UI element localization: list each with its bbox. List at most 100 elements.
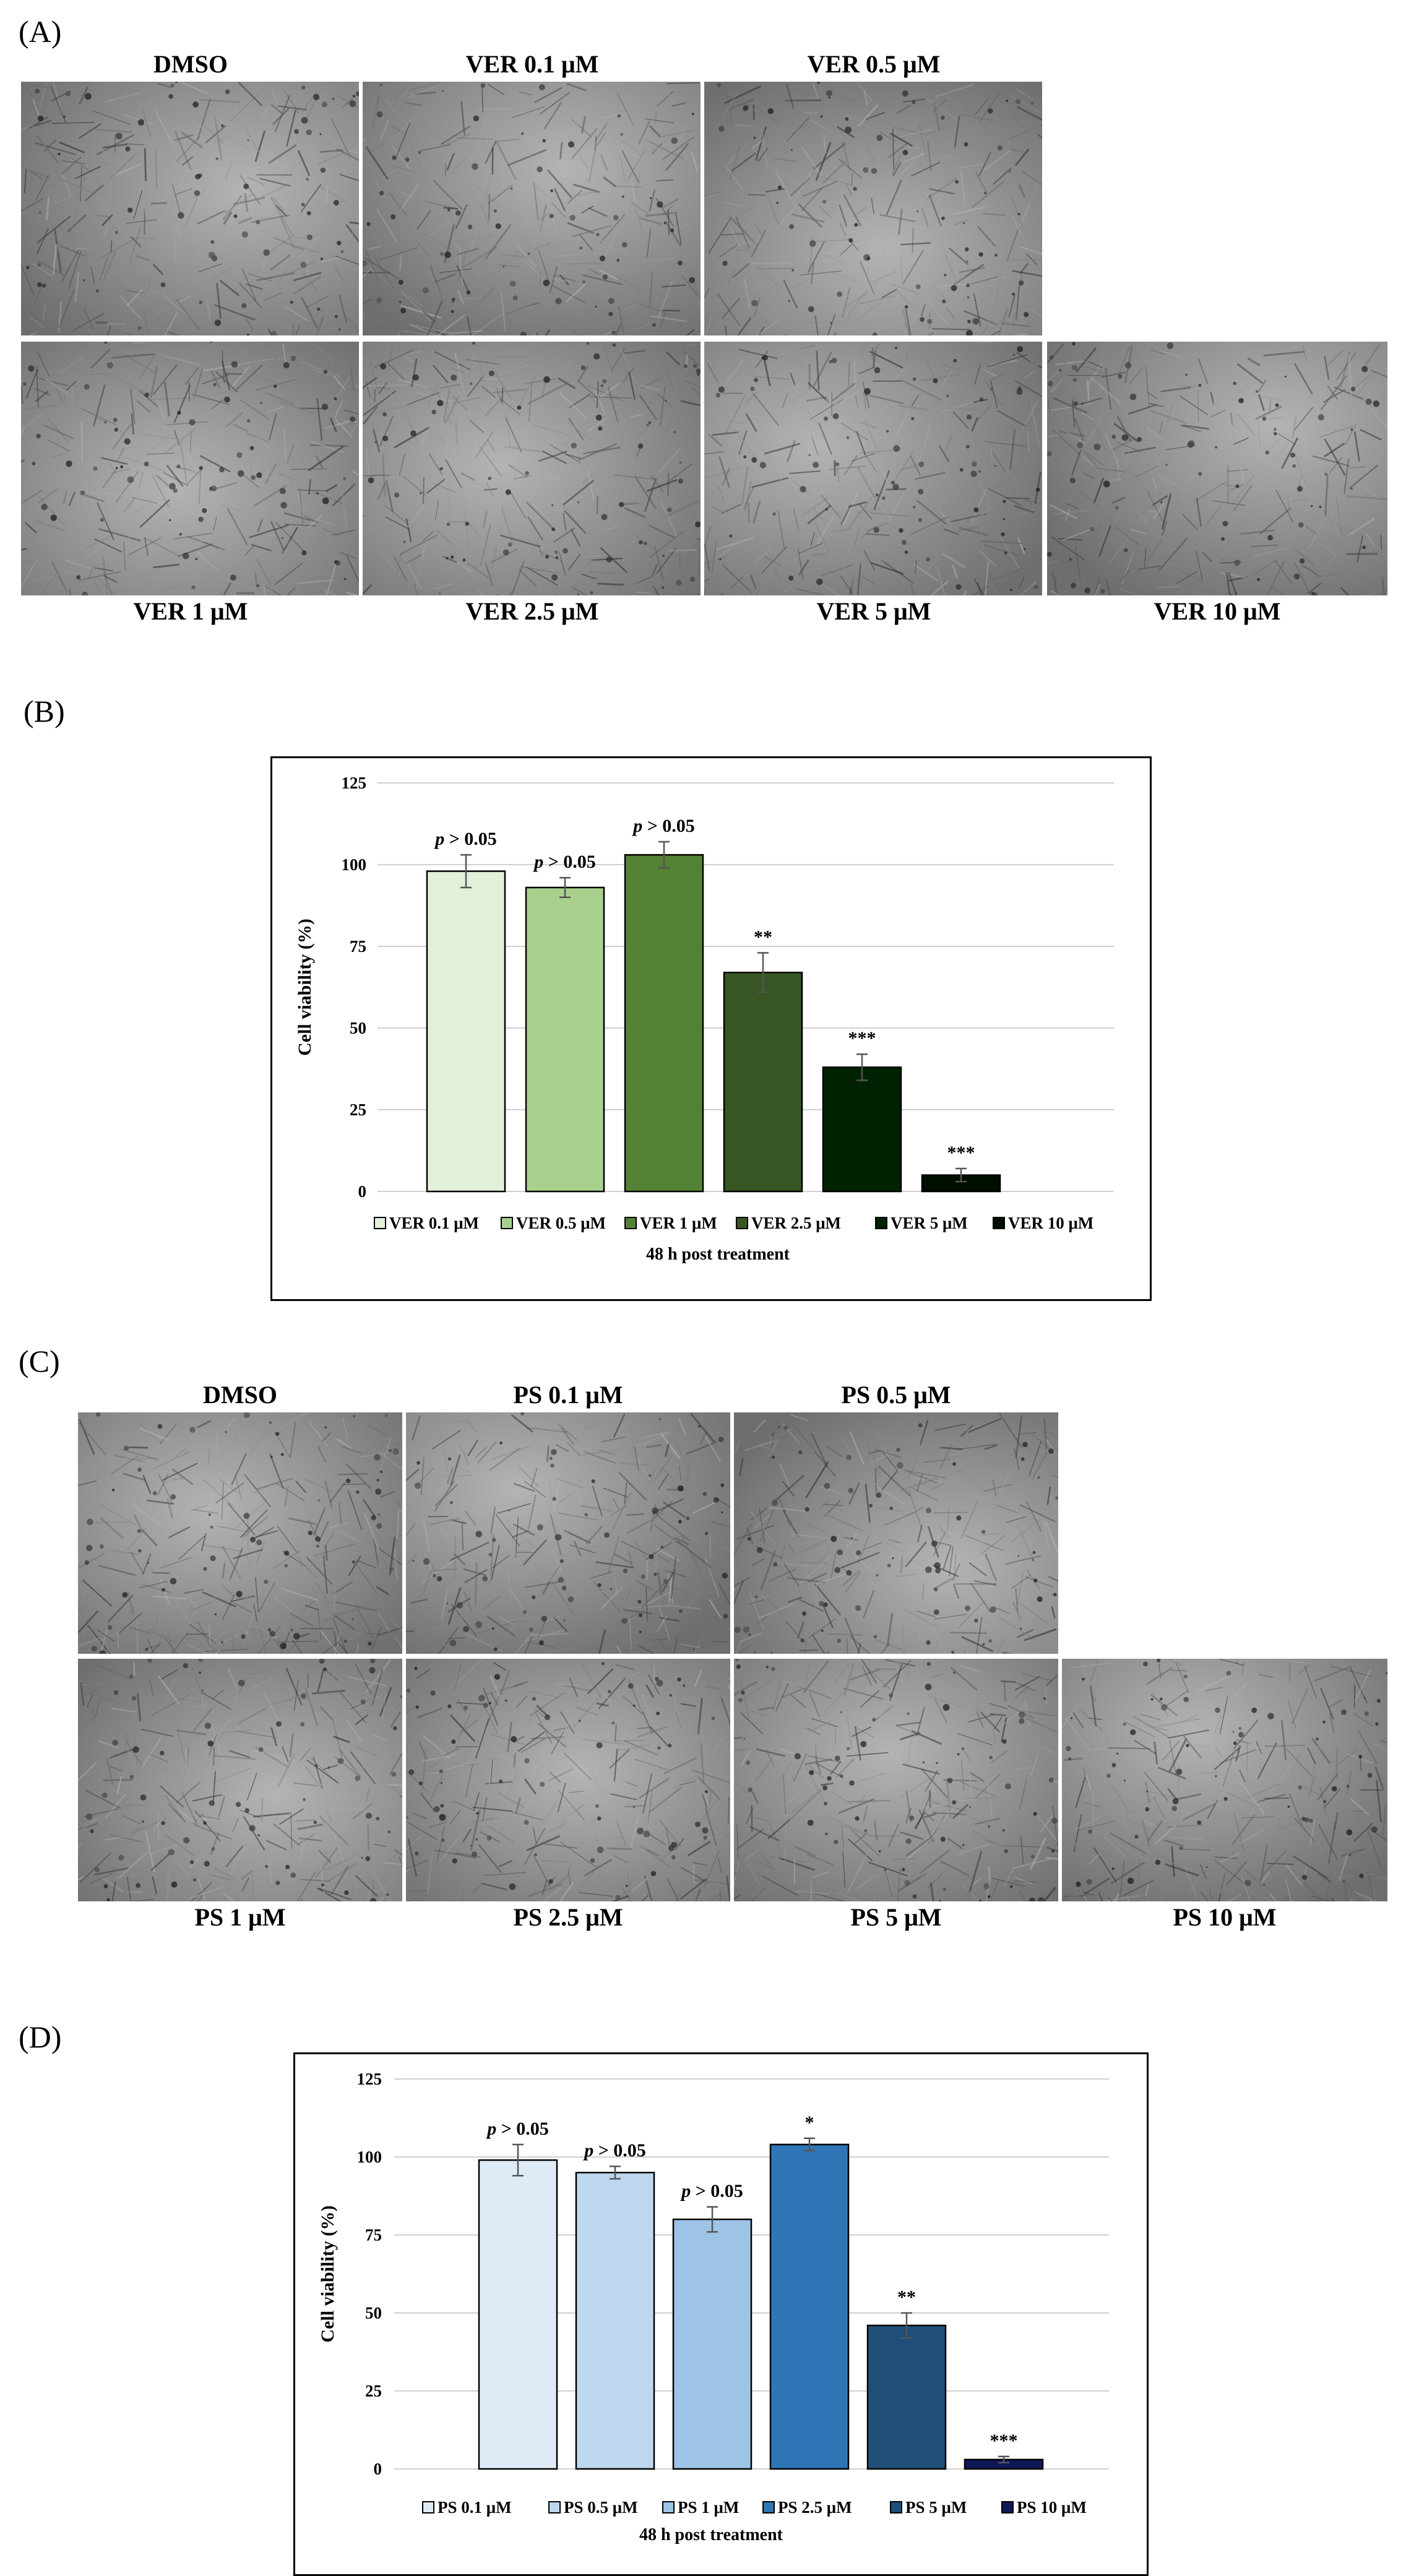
micrograph-image <box>78 1659 402 1901</box>
y-axis-label: Cell viability (%) <box>295 918 315 1056</box>
micrograph-image <box>406 1412 730 1654</box>
significance-label: ** <box>897 2287 916 2307</box>
panel-label-d: (D) <box>19 2020 62 2054</box>
micrograph-texture <box>363 342 701 595</box>
legend-swatch <box>890 2501 902 2513</box>
legend-label: VER 5 μM <box>891 1214 968 1232</box>
bar <box>866 2324 947 2470</box>
legend-label: VER 10 μM <box>1008 1214 1093 1232</box>
micrograph-texture <box>734 1659 1058 1901</box>
micrograph-texture <box>734 1412 1058 1654</box>
legend-swatch <box>1001 2501 1014 2513</box>
legend-swatch <box>662 2501 675 2513</box>
micrograph-image <box>1062 1659 1387 1901</box>
micrograph-texture <box>21 342 359 595</box>
significance-label: ** <box>754 927 772 948</box>
significance-label: p > 0.05 <box>485 2119 549 2139</box>
significance-label: p > 0.05 <box>679 2181 743 2202</box>
micrograph-label: VER 1 μM <box>133 597 248 625</box>
bar <box>478 2159 558 2470</box>
micrograph-texture <box>1062 1659 1387 1901</box>
y-axis-label: Cell viability (%) <box>317 2205 338 2343</box>
micrograph-image <box>1047 342 1387 595</box>
micrograph-label: VER 2.5 μM <box>465 597 599 625</box>
y-tick-label: 50 <box>350 1019 366 1037</box>
micrograph-texture <box>704 82 1042 335</box>
legend-swatch <box>736 1217 748 1229</box>
legend-swatch <box>875 1217 887 1229</box>
bar <box>624 854 704 1193</box>
micrograph-label: PS 5 μM <box>850 1903 942 1931</box>
micrograph-image <box>21 82 359 335</box>
micrograph-label: DMSO <box>153 50 228 78</box>
significance-label: *** <box>990 2431 1018 2451</box>
micrograph-image <box>21 342 359 595</box>
bar <box>769 2143 850 2470</box>
x-axis-title: 48 h post treatment <box>646 1245 790 1264</box>
y-tick-label: 125 <box>342 774 367 792</box>
legend-swatch <box>374 1217 386 1229</box>
micrograph-texture <box>704 342 1042 595</box>
micrograph-image <box>363 342 701 595</box>
y-tick-label: 100 <box>357 2148 382 2166</box>
micrograph-image <box>363 82 701 335</box>
legend-label: PS 1 μM <box>678 2498 739 2517</box>
micrograph-label: PS 1 μM <box>194 1903 286 1931</box>
micrograph-image <box>406 1659 730 1901</box>
micrograph-texture <box>406 1412 730 1654</box>
micrograph-label: VER 10 μM <box>1154 597 1281 625</box>
micrograph-texture <box>78 1659 402 1901</box>
y-tick-label: 0 <box>358 1182 367 1201</box>
chart-d-frame: 0 25 50 75 100 125 Cell viability (%) p > 0.05 p… <box>293 2052 1149 2576</box>
significance-label: p > 0.05 <box>582 2140 646 2161</box>
bar <box>426 870 506 1193</box>
legend-label: PS 0.5 μM <box>564 2498 638 2517</box>
bar <box>921 1174 1001 1193</box>
significance-label: p > 0.05 <box>532 852 596 872</box>
y-tick-label: 25 <box>365 2382 382 2400</box>
micrograph-texture <box>1047 342 1387 595</box>
significance-label: p > 0.05 <box>631 816 695 836</box>
chart-b: 0 25 50 75 100 125 Cell viability (%) p > 0.05 p… <box>295 774 1114 1264</box>
micrograph-label: VER 0.5 μM <box>807 50 941 78</box>
significance-label: *** <box>947 1143 975 1163</box>
y-tick-label: 100 <box>342 855 367 874</box>
micrograph-image <box>78 1412 402 1654</box>
legend-label: PS 10 μM <box>1017 2498 1087 2517</box>
micrograph-texture <box>406 1659 730 1901</box>
micrograph-label: VER 5 μM <box>816 597 931 625</box>
panel-label-a: (A) <box>19 14 62 49</box>
chart-b-frame: 0 25 50 75 100 125 Cell viability (%) p > 0.05 p… <box>270 756 1152 1301</box>
bar <box>575 2171 655 2470</box>
y-tick-label: 50 <box>365 2304 382 2322</box>
legend-swatch <box>422 2501 434 2513</box>
micrograph-texture <box>78 1412 402 1654</box>
significance-label: p > 0.05 <box>433 829 497 849</box>
micrograph-label: DMSO <box>203 1381 277 1409</box>
bar <box>822 1066 902 1193</box>
legend-label: PS 5 μM <box>905 2498 967 2517</box>
panel-label-b: (B) <box>24 694 65 728</box>
legend-label: VER 1 μM <box>640 1214 717 1232</box>
micrograph-label: VER 0.1 μM <box>465 50 599 78</box>
legend-label: VER 0.1 μM <box>389 1214 479 1232</box>
micrograph-label: PS 2.5 μM <box>513 1903 623 1931</box>
y-tick-label: 0 <box>374 2460 382 2478</box>
micrograph-image <box>704 82 1042 335</box>
legend-swatch <box>501 1217 513 1229</box>
significance-label: *** <box>848 1028 876 1048</box>
legend-label: PS 2.5 μM <box>778 2498 852 2517</box>
legend-swatch <box>762 2501 775 2513</box>
bar <box>672 2218 753 2470</box>
significance-label: * <box>805 2112 814 2133</box>
micrograph-image <box>734 1659 1058 1901</box>
micrograph-texture <box>21 82 359 335</box>
legend-label: VER 0.5 μM <box>516 1214 606 1232</box>
y-tick-label: 75 <box>365 2226 382 2244</box>
legend-swatch <box>624 1217 637 1229</box>
y-tick-label: 25 <box>350 1100 366 1119</box>
legend-swatch <box>548 2501 561 2513</box>
bar <box>723 971 803 1193</box>
legend-label: VER 2.5 μM <box>751 1214 841 1232</box>
micrograph-label: PS 10 μM <box>1173 1903 1277 1931</box>
